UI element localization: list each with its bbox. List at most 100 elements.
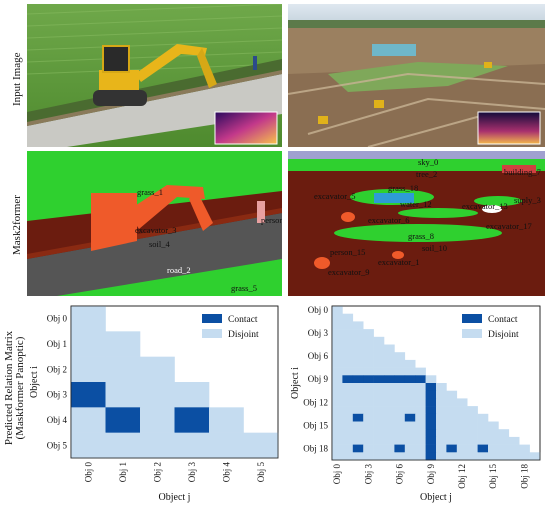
disjoint-cell (384, 398, 395, 407)
x-tick-label: Obj 12 (457, 464, 467, 489)
disjoint-cell (332, 336, 343, 345)
disjoint-cell (71, 356, 106, 383)
x-tick-label: Obj 3 (363, 464, 373, 485)
disjoint-cell (352, 367, 364, 376)
legend-disjoint-swatch (202, 329, 222, 338)
scene2-label: building_7 (504, 167, 541, 177)
disjoint-cell (373, 359, 385, 368)
disjoint-cell (363, 452, 374, 461)
disjoint-cell (488, 436, 499, 445)
disjoint-cell (332, 452, 343, 461)
disjoint-cell (436, 398, 447, 407)
disjoint-cell (415, 429, 426, 438)
contact-cell (394, 375, 406, 384)
contact-cell (425, 413, 437, 422)
excavator-arm (135, 44, 207, 82)
contact-cell (404, 413, 416, 422)
disjoint-cell (384, 344, 395, 353)
contact-cell (446, 444, 458, 453)
disjoint-cell (436, 452, 447, 461)
disjoint-cell (436, 444, 447, 453)
person-mask (257, 201, 265, 223)
disjoint-cell (373, 344, 385, 353)
disjoint-cell (394, 352, 406, 361)
disjoint-cell (404, 444, 416, 453)
disjoint-cell (415, 406, 426, 415)
disjoint-cell (105, 432, 141, 459)
disjoint-cell (456, 398, 468, 407)
legend-contact-label: Contact (228, 315, 258, 325)
disjoint-cell (332, 306, 343, 314)
disjoint-cell (488, 452, 499, 461)
disjoint-cell (373, 390, 385, 399)
contact-cell (373, 375, 385, 384)
contact-cell (425, 421, 437, 430)
scene1-label: grass_1 (137, 187, 163, 197)
disjoint-cell (394, 390, 406, 399)
disjoint-cell (342, 352, 354, 361)
disjoint-cell (446, 406, 458, 415)
disjoint-cell (394, 359, 406, 368)
disjoint-cell (332, 444, 343, 453)
disjoint-cell (415, 436, 426, 445)
disjoint-cell (384, 436, 395, 445)
disjoint-cell (456, 444, 468, 453)
disjoint-cell (352, 406, 364, 415)
scene2-label: excavator_9 (328, 267, 370, 277)
disjoint-cell (446, 436, 458, 445)
disjoint-cell (415, 413, 426, 422)
scene2-label: excavator_6 (368, 215, 410, 225)
disjoint-cell (456, 429, 468, 438)
depth-inset (214, 111, 278, 145)
x-tick-label: Obj 5 (256, 462, 266, 483)
x-tick-label: Obj 3 (187, 462, 197, 483)
x-tick-label: Obj 15 (488, 464, 498, 489)
disjoint-cell (363, 359, 374, 368)
disjoint-cell (384, 452, 395, 461)
disjoint-cell (71, 331, 106, 357)
scene2-label: soil_10 (422, 243, 447, 253)
disjoint-cell (415, 444, 426, 453)
disjoint-cell (342, 390, 354, 399)
disjoint-cell (498, 429, 510, 438)
disjoint-cell (373, 367, 385, 376)
disjoint-cell (394, 436, 406, 445)
disjoint-cell (488, 429, 499, 438)
disjoint-cell (477, 436, 489, 445)
disjoint-cell (352, 421, 364, 430)
disjoint-cell (373, 398, 385, 407)
scene1-label: excavator_3 (135, 225, 177, 235)
disjoint-cell (373, 452, 385, 461)
disjoint-cell (477, 413, 489, 422)
disjoint-cell (467, 452, 478, 461)
disjoint-cell (243, 432, 279, 459)
disjoint-cell (436, 429, 447, 438)
disjoint-cell (384, 367, 395, 376)
disjoint-cell (436, 383, 447, 391)
disjoint-cell (140, 432, 175, 459)
disjoint-cell (436, 406, 447, 415)
disjoint-cell (352, 344, 364, 353)
relation-matrix-2: Obj 0 Obj 3 Obj 6 Obj 9 Obj 12 Obj 15 Obj 18 Ob… (290, 303, 548, 503)
contact-cell (425, 398, 437, 407)
disjoint-cell (394, 398, 406, 407)
disjoint-cell (332, 359, 343, 368)
disjoint-cell (456, 406, 468, 415)
disjoint-cell (332, 321, 343, 330)
disjoint-cell (105, 331, 141, 357)
disjoint-cell (363, 344, 374, 353)
disjoint-cell (71, 432, 106, 459)
legend-contact-swatch (202, 314, 222, 323)
x-tick-label: Obj 6 (395, 464, 405, 485)
water-pond (372, 44, 416, 56)
disjoint-cell (384, 429, 395, 438)
disjoint-cell (342, 444, 354, 453)
disjoint-cell (467, 413, 478, 422)
x-tick-label: Obj 2 (152, 462, 162, 482)
disjoint-cell (342, 429, 354, 438)
x-axis-title: Object j (420, 492, 452, 503)
disjoint-cell (404, 383, 416, 391)
disjoint-cell (498, 444, 510, 453)
disjoint-cell (342, 367, 354, 376)
disjoint-cell (373, 383, 385, 391)
